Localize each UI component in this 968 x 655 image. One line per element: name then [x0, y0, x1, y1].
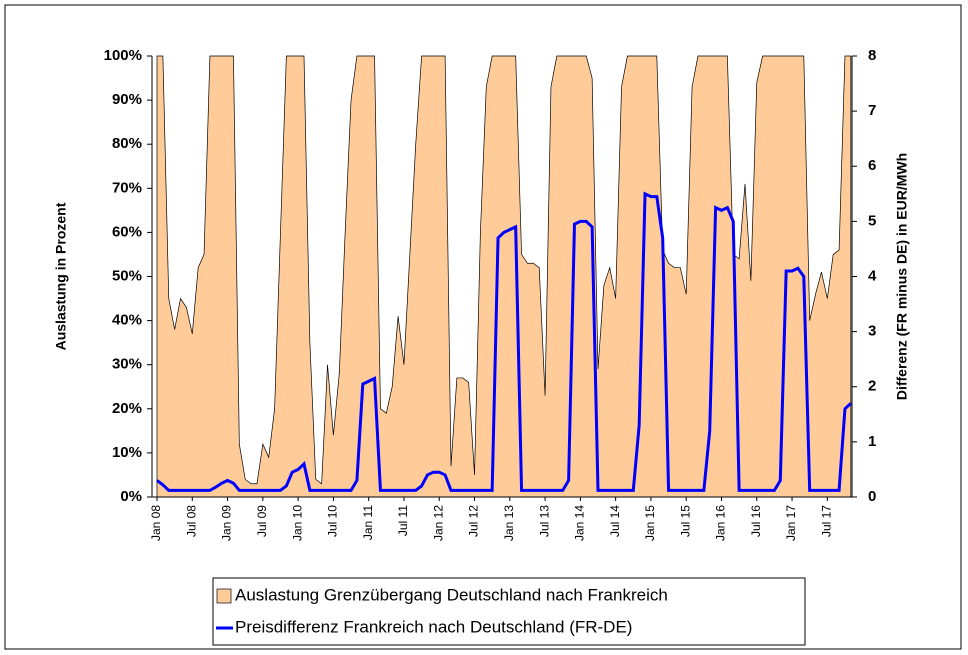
x-tick-label: Jan 16 — [714, 505, 728, 541]
x-tick-label: Jan 08 — [149, 505, 163, 541]
y-tick-label: 0% — [120, 488, 142, 505]
x-tick-label: Jul 12 — [467, 505, 481, 537]
y-tick-label: 100% — [104, 47, 142, 64]
y-tick-label: 60% — [112, 223, 142, 240]
y-tick-label: 10% — [112, 444, 142, 461]
y-tick-label: 80% — [112, 135, 142, 152]
x-tick-label: Jul 11 — [396, 505, 410, 536]
y2-tick-label: 7 — [868, 102, 876, 119]
x-tick-label: Jul 15 — [678, 505, 692, 537]
y-tick-label: 30% — [112, 356, 142, 373]
x-tick-label: Jul 08 — [184, 505, 198, 537]
x-tick-label: Jul 17 — [819, 505, 833, 537]
y2-tick-label: 8 — [868, 47, 876, 64]
x-tick-label: Jul 14 — [608, 505, 622, 537]
x-tick-label: Jul 09 — [255, 505, 269, 537]
x-tick-label: Jul 10 — [326, 505, 340, 537]
y-tick-label: 70% — [112, 179, 142, 196]
x-tick-label: Jan 15 — [643, 505, 657, 541]
y-tick-label: 20% — [112, 400, 142, 417]
y2-tick-label: 0 — [868, 488, 876, 505]
legend-label: Auslastung Grenzübergang Deutschland nac… — [235, 585, 668, 604]
x-tick-label: Jan 14 — [573, 505, 587, 541]
y2-tick-label: 2 — [868, 378, 876, 395]
legend-swatch — [216, 588, 232, 604]
x-tick-label: Jan 11 — [361, 505, 375, 540]
x-tick-label: Jan 17 — [784, 505, 798, 541]
legend-box — [212, 577, 806, 646]
y-tick-label: 40% — [112, 312, 142, 329]
area — [156, 55, 852, 498]
x-tick-label: Jan 10 — [290, 505, 304, 541]
y2-tick-label: 1 — [868, 433, 876, 450]
line — [156, 191, 852, 492]
y2-tick-label: 6 — [868, 157, 876, 174]
x-tick-label: Jul 13 — [537, 505, 551, 537]
x-tick-label: Jan 09 — [220, 505, 234, 541]
y-tick-label: 90% — [112, 91, 142, 108]
y-axis-title: Auslastung in Prozent — [53, 202, 69, 350]
y2-axis-title: Differenz (FR minus DE) in EUR/MWh — [894, 153, 910, 400]
x-tick-label: Jan 12 — [431, 505, 445, 541]
y2-tick-label: 5 — [868, 212, 876, 229]
y2-tick-label: 3 — [868, 323, 876, 340]
y-tick-label: 50% — [112, 267, 142, 284]
legend-label: Preisdifferenz Frankreich nach Deutschla… — [235, 617, 632, 636]
y2-tick-label: 4 — [868, 267, 877, 284]
x-tick-label: Jul 16 — [749, 505, 763, 537]
x-tick-label: Jan 13 — [502, 505, 516, 541]
